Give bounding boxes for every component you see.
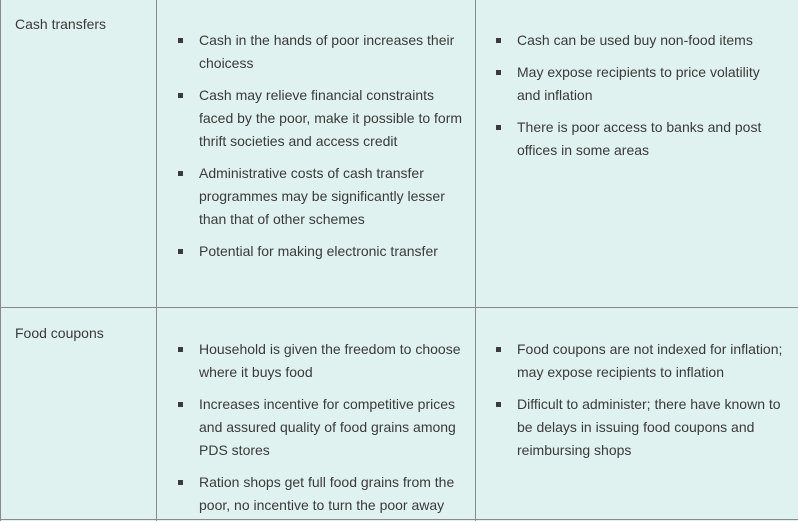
bullet-icon — [178, 38, 183, 43]
table-bottom-border — [0, 519, 798, 520]
list-item-text: Potential for making electronic transfer — [199, 243, 438, 259]
advantages-cell: Cash in the hands of poor increases thei… — [156, 0, 476, 308]
disadvantages-list: Food coupons are not indexed for inflati… — [476, 308, 798, 462]
list-item: May expose recipients to price volatilit… — [495, 61, 786, 107]
bullet-icon — [178, 171, 183, 176]
bullet-icon — [178, 480, 183, 485]
list-item-text: Difficult to administer; there have know… — [517, 396, 781, 458]
list-item: Food coupons are not indexed for inflati… — [495, 338, 786, 384]
bullet-icon — [496, 70, 501, 75]
table-row: Food coupons Household is given the free… — [0, 307, 798, 521]
list-item: Administrative costs of cash transfer pr… — [177, 162, 463, 231]
list-item: Cash may relieve financial constraints f… — [177, 84, 463, 153]
disadvantages-cell: Food coupons are not indexed for inflati… — [475, 307, 798, 521]
row-label-cell: Cash transfers — [0, 0, 157, 308]
bullet-icon — [178, 249, 183, 254]
bullet-icon — [178, 93, 183, 98]
list-item-text: Household is given the freedom to choose… — [199, 341, 461, 380]
bullet-icon — [178, 347, 183, 352]
list-item: Household is given the freedom to choose… — [177, 338, 463, 384]
list-item-text: Cash in the hands of poor increases thei… — [199, 32, 455, 71]
list-item-text: May expose recipients to price volatilit… — [517, 64, 760, 103]
row-label: Food coupons — [15, 325, 104, 341]
list-item: Cash can be used buy non-food items — [495, 29, 786, 52]
advantages-list: Household is given the freedom to choose… — [157, 308, 475, 517]
disadvantages-cell: Cash can be used buy non-food items May … — [475, 0, 798, 308]
bullet-icon — [496, 402, 501, 407]
advantages-list: Cash in the hands of poor increases thei… — [157, 0, 475, 263]
disadvantages-list: Cash can be used buy non-food items May … — [476, 0, 798, 162]
advantages-cell: Household is given the freedom to choose… — [156, 307, 476, 521]
bullet-icon — [496, 125, 501, 130]
row-label-cell: Food coupons — [0, 307, 157, 521]
list-item-text: Cash may relieve financial constraints f… — [199, 87, 463, 149]
table-row: Cash transfers Cash in the hands of poor… — [0, 0, 798, 308]
bullet-icon — [496, 347, 501, 352]
list-item: Ration shops get full food grains from t… — [177, 471, 463, 517]
row-label: Cash transfers — [15, 16, 107, 32]
list-item-text: Food coupons are not indexed for inflati… — [517, 341, 783, 380]
list-item: Difficult to administer; there have know… — [495, 393, 786, 462]
bullet-icon — [178, 402, 183, 407]
list-item: Increases incentive for competitive pric… — [177, 393, 463, 462]
list-item: Cash in the hands of poor increases thei… — [177, 29, 463, 75]
list-item-text: Cash can be used buy non-food items — [517, 32, 753, 48]
bullet-icon — [496, 38, 501, 43]
list-item-text: There is poor access to banks and post o… — [517, 119, 762, 158]
list-item: Potential for making electronic transfer — [177, 240, 463, 263]
list-item-text: Administrative costs of cash transfer pr… — [199, 165, 445, 227]
list-item-text: Ration shops get full food grains from t… — [199, 474, 455, 513]
list-item: There is poor access to banks and post o… — [495, 116, 786, 162]
list-item-text: Increases incentive for competitive pric… — [199, 396, 456, 458]
